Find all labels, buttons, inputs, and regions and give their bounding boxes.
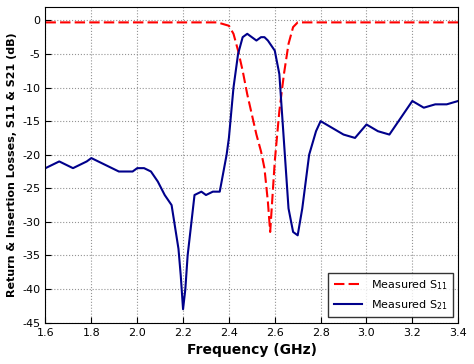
X-axis label: Frequency (GHz): Frequency (GHz)	[187, 343, 317, 357]
Legend: Measured S$_{11}$, Measured S$_{21}$: Measured S$_{11}$, Measured S$_{21}$	[328, 273, 453, 317]
Y-axis label: Return & Insertion Losses, S11 & S21 (dB): Return & Insertion Losses, S11 & S21 (dB…	[7, 32, 17, 297]
